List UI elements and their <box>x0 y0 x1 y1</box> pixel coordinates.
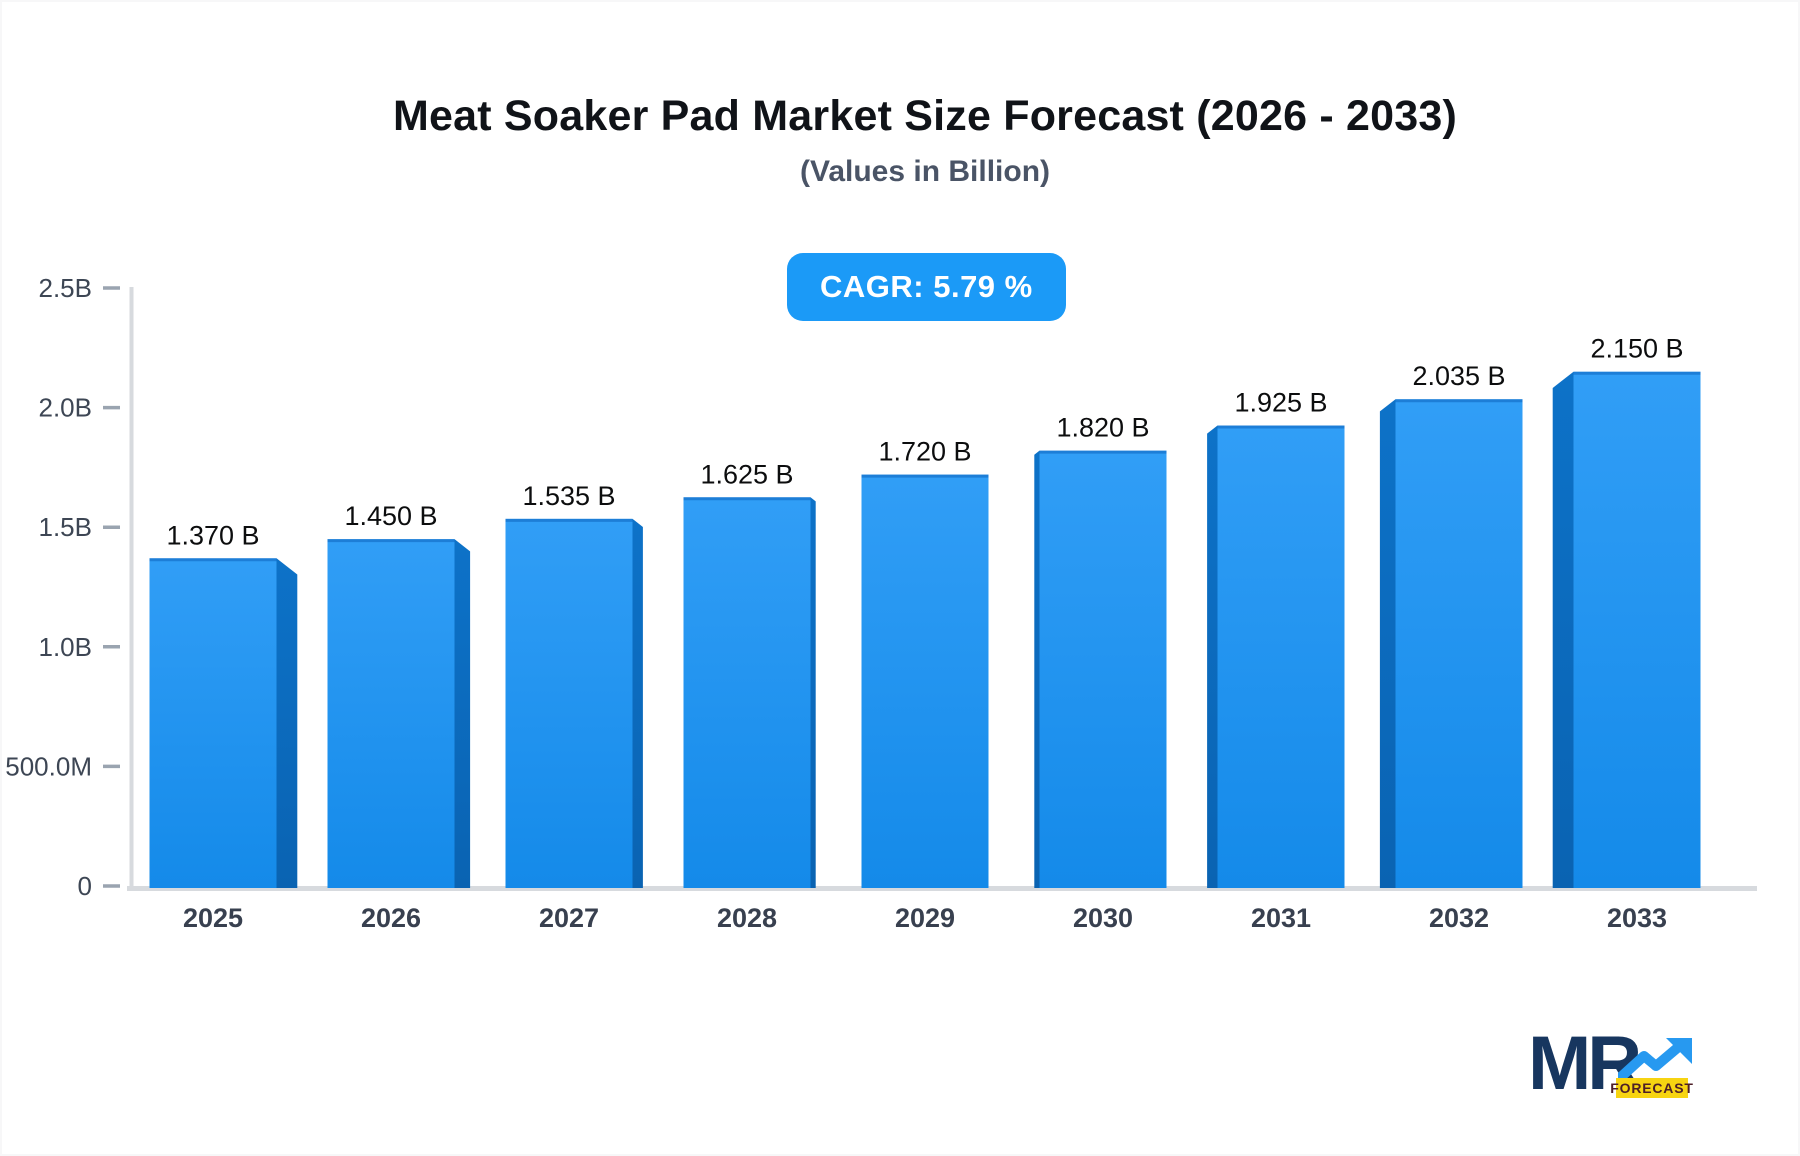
bar-value-label: 1.925 B <box>1234 388 1327 418</box>
brand-logo: MR FORECAST <box>1528 1026 1698 1106</box>
bar-side-face <box>1034 450 1040 888</box>
bar-front-face <box>1395 399 1523 888</box>
bar-group: 1.370 B 2025 <box>149 520 298 933</box>
bar-value-label: 1.535 B <box>522 481 615 511</box>
y-tick-label: 2.0B <box>39 393 93 423</box>
bar-front-face <box>149 558 277 888</box>
bar-side-face <box>1552 371 1574 889</box>
x-axis-category-label: 2030 <box>1073 903 1133 933</box>
bar-group: 1.535 B 2027 <box>505 481 643 933</box>
bar-front-face <box>861 474 989 888</box>
y-tick-label: 1.0B <box>39 632 93 662</box>
bar-group: 1.820 B 2030 <box>1034 413 1167 933</box>
y-tick-label: 0 <box>78 871 92 901</box>
bar-front-face <box>327 539 455 888</box>
bar-side-face <box>810 497 816 888</box>
bar-value-label: 2.035 B <box>1412 361 1505 391</box>
cagr-badge: CAGR: 5.79 % <box>787 253 1066 321</box>
bars-group: 1.370 B 2025 1.450 B 2026 1.535 B 2027 1.625 B… <box>149 334 1701 933</box>
x-axis-category-label: 2026 <box>361 903 421 933</box>
bar-side-face <box>454 539 471 888</box>
bar-group: 1.625 B 2028 <box>683 459 816 933</box>
bar-group: 1.925 B 2031 <box>1207 388 1345 933</box>
y-tick-label: 1.5B <box>39 512 93 542</box>
bar-value-label: 1.625 B <box>700 459 793 489</box>
bar-value-label: 1.370 B <box>166 520 259 550</box>
y-tick-label: 2.5B <box>39 273 93 303</box>
bar-front-face <box>683 497 811 888</box>
bar-side-face <box>276 558 298 888</box>
x-axis-category-label: 2032 <box>1429 903 1489 933</box>
bar-side-face <box>1379 399 1396 888</box>
x-axis-category-label: 2025 <box>183 903 243 933</box>
bar-value-label: 1.820 B <box>1056 413 1149 443</box>
bar-value-label: 1.450 B <box>344 501 437 531</box>
x-axis-category-label: 2031 <box>1251 903 1311 933</box>
chart-header: Meat Soaker Pad Market Size Forecast (20… <box>25 92 1800 189</box>
bar-side-face <box>1207 425 1218 888</box>
axes: 0 500.0M 1.0B 1.5B 2.0B 2.5B <box>5 273 1757 901</box>
chart-subtitle: (Values in Billion) <box>799 155 1051 188</box>
x-axis-category-label: 2028 <box>717 903 777 933</box>
bar-group: 1.450 B 2026 <box>327 501 471 933</box>
bar-side-face <box>632 518 643 888</box>
bar-front-face <box>1573 371 1701 889</box>
bar-front-face <box>1217 425 1345 888</box>
bar-group: 1.720 B 2029 <box>861 437 989 933</box>
chart-title: Meat Soaker Pad Market Size Forecast (20… <box>392 92 1457 140</box>
bar-front-face <box>1039 450 1167 888</box>
y-tick-label: 500.0M <box>5 751 92 781</box>
x-axis-category-label: 2029 <box>895 903 955 933</box>
x-axis-category-label: 2033 <box>1607 903 1667 933</box>
logo-forecast-text: FORECAST <box>1610 1078 1694 1098</box>
bar-value-label: 2.150 B <box>1590 334 1683 364</box>
bar-value-label: 1.720 B <box>878 437 971 467</box>
logo-trend-arrow-icon <box>1618 1038 1692 1081</box>
bar-front-face <box>505 518 633 888</box>
bar-group: 2.150 B 2033 <box>1552 334 1701 933</box>
bar-group: 2.035 B 2032 <box>1379 361 1523 933</box>
x-axis-category-label: 2027 <box>539 903 599 933</box>
